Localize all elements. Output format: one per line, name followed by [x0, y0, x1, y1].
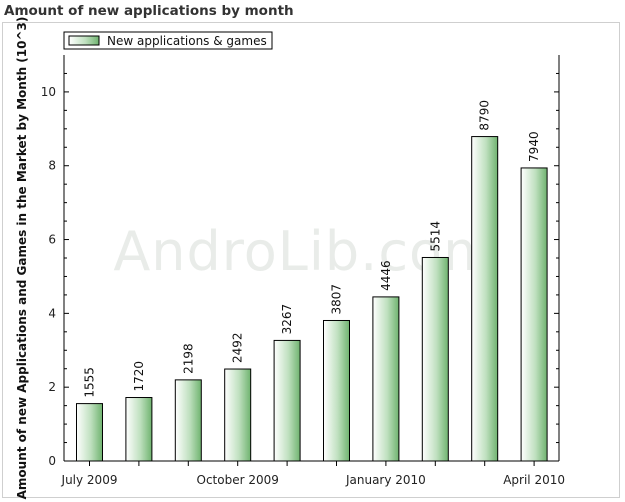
x-tick-label-3: April 2010 [503, 473, 565, 487]
bar-0 [76, 403, 103, 462]
bar-6 [372, 296, 400, 462]
bar-3 [224, 368, 252, 462]
y-tick-label-4: 8 [48, 159, 56, 173]
bar-5 [323, 319, 350, 462]
bars-group: 1555 1720 2198 2492 3267 3807 4446 5514 8790 7940 [76, 100, 548, 462]
bar-2 [174, 379, 202, 462]
bar-1 [125, 397, 153, 462]
data-label-0: 1555 [83, 367, 97, 398]
x-tick-label-1: October 2009 [197, 473, 279, 487]
data-label-5: 3807 [330, 284, 344, 315]
data-label-9: 7940 [527, 131, 541, 162]
data-label-2: 2198 [181, 343, 195, 374]
x-tick-label-2: January 2010 [345, 473, 426, 487]
data-label-4: 3267 [280, 304, 294, 335]
y-tick-label-0: 0 [48, 454, 56, 468]
bar-9 [520, 167, 548, 462]
data-label-1: 1720 [132, 361, 146, 392]
legend-box [63, 31, 273, 50]
axes-group: 0 2 4 6 8 10 July 2009 October 2009 January 2010… [41, 55, 565, 487]
y-tick-label-2: 4 [48, 306, 56, 320]
chart-frame [2, 22, 620, 498]
bar-8 [471, 136, 499, 462]
y-tick-label-5: 10 [41, 85, 56, 99]
x-tick-label-0: July 2009 [61, 473, 118, 487]
bar-4 [273, 339, 301, 462]
y-tick-label-1: 2 [48, 380, 56, 394]
legend: New applications & games [63, 31, 273, 50]
data-label-3: 2492 [231, 332, 245, 363]
chart-title: Amount of new applications by month [4, 3, 294, 19]
data-label-8: 8790 [478, 100, 492, 131]
legend-label: New applications & games [107, 34, 267, 48]
bar-7 [421, 256, 449, 462]
data-label-6: 4446 [379, 260, 393, 291]
y-axis-label: Amount of new Applications and Games in … [15, 17, 29, 500]
data-label-7: 5514 [428, 221, 442, 252]
legend-swatch [68, 35, 100, 46]
y-tick-label-3: 6 [48, 233, 56, 247]
